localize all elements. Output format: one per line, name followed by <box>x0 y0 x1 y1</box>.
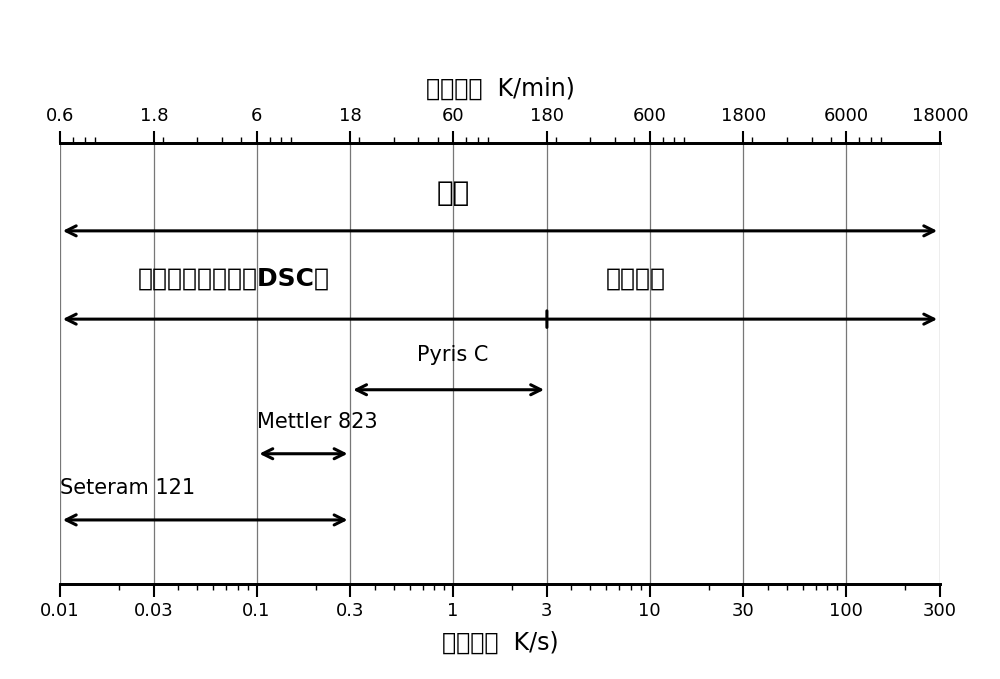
Text: Seteram 121: Seteram 121 <box>60 478 195 498</box>
X-axis label: 冷却速度  K/s): 冷却速度 K/s) <box>442 631 558 655</box>
Text: 硬度: 硬度 <box>436 179 470 206</box>
Text: Pyris C: Pyris C <box>417 346 489 365</box>
X-axis label: 冷却速度  K/min): 冷却速度 K/min) <box>426 77 574 100</box>
Text: Mettler 823: Mettler 823 <box>257 411 377 432</box>
Text: 热膊胀仪: 热膊胀仪 <box>606 266 666 291</box>
Text: 差示扫描量热仪（DSC）: 差示扫描量热仪（DSC） <box>138 266 330 291</box>
